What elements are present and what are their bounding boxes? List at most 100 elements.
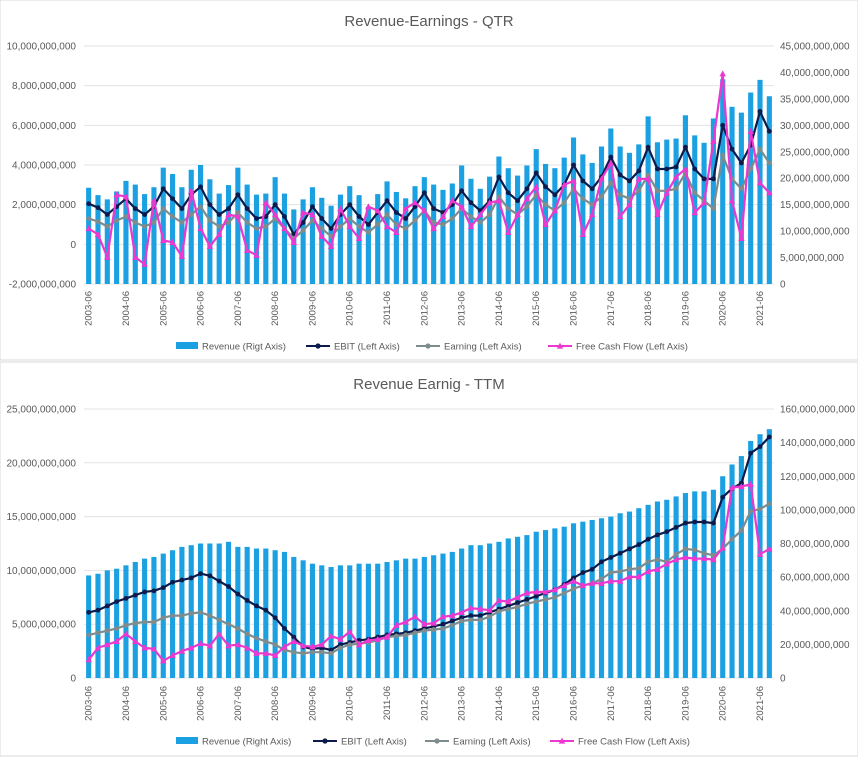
revenue-bar [608,516,614,678]
revenue-bar [617,513,623,678]
revenue-bar [375,563,381,678]
revenue-bar [309,187,316,284]
x-axis-tick-label: 2017-06 [606,291,617,326]
earning-point [272,642,278,648]
ebit-point [356,214,362,219]
ebit-point [263,607,269,613]
earning-point [496,194,502,200]
earning-point [188,611,194,616]
revenue-bar [123,180,129,284]
legend-label-ebit: EBIT (Left Axis) [334,342,400,353]
fcf-point [225,211,232,218]
earning-point [683,546,688,552]
fcf-point [132,638,139,645]
ebit-point [347,202,353,208]
fcf-point [337,635,344,642]
fcf-point [113,638,120,645]
earning-point [347,216,353,221]
x-axis-tick-label: 2010-06 [345,686,356,721]
earning-point [487,614,493,620]
fcf-point [318,641,325,648]
earning-point [599,576,604,582]
fcf-point [728,484,736,491]
earning-point [104,224,110,229]
revenue-bar [114,191,120,284]
x-axis-tick-label: 2015-06 [531,291,542,326]
revenue-bar [412,186,418,284]
ebit-point [757,444,763,450]
revenue-bar [701,142,707,284]
x-axis-tick-label: 2013-06 [457,686,468,721]
fcf-point [169,238,176,245]
left-axis-tick-label: 2,000,000,000 [12,200,76,211]
ebit-point [198,571,203,577]
x-axis-tick-label: 2016-06 [569,686,580,721]
fcf-point [691,209,698,216]
x-axis-tick-label: 2020-06 [718,686,729,721]
revenue-bar [403,198,409,284]
ebit-point [645,536,651,542]
fcf-point [309,211,316,218]
earning-point [496,608,502,614]
x-axis-tick-label: 2021-06 [755,291,766,326]
ebit-point [310,204,315,210]
fcf-point [505,598,512,605]
fcf-line [88,72,771,266]
fcf-point [430,619,437,626]
earning-point [543,202,548,208]
fcf-point [327,242,335,249]
fcf-point [411,199,419,206]
earning-point [617,569,623,574]
earning-point [216,224,222,229]
revenue-bar [710,118,716,284]
revenue-bar [561,526,567,678]
ebit-point [683,520,688,526]
x-axis-tick-label: 2017-06 [606,686,617,721]
fcf-point [290,238,297,245]
x-axis-tick-label: 2005-06 [158,291,169,326]
earning-point [440,222,446,227]
revenue-bar [738,112,744,284]
x-axis-tick-label: 2006-06 [196,686,207,721]
ebit-point [254,603,259,609]
x-axis-tick-label: 2009-06 [307,686,318,721]
ebit-point [384,198,390,204]
revenue-bar [95,195,101,284]
right-axis-tick-label: 80,000,000,000 [780,539,850,550]
ebit-point [505,190,511,196]
ebit-point [132,206,138,212]
revenue-bar [524,535,530,678]
x-axis-tick-label: 2019-06 [680,291,691,326]
revenue-bar [235,167,241,284]
earning-point [692,190,698,196]
revenue-bar [459,165,465,284]
revenue-bar [487,176,493,284]
fcf-point [402,618,409,625]
x-axis-tick-label: 2014-06 [494,291,505,326]
left-axis-tick-label: 10,000,000,000 [6,42,76,53]
left-axis-tick-label: 8,000,000,000 [12,81,76,92]
ebit-point [533,170,539,176]
fcf-point [271,211,279,218]
revenue-bar [505,168,511,284]
ebit-point [142,589,148,595]
earning-point [552,594,558,600]
revenue-bar [235,546,241,678]
revenue-bar [347,565,353,678]
fcf-point [262,199,270,206]
ebit-point [701,519,707,525]
left-axis-tick-label: 25,000,000,000 [6,405,76,416]
earning-point [701,550,707,556]
x-axis-tick-label: 2003-06 [84,291,95,326]
fcf-point [439,613,447,620]
revenue-bar [151,187,157,284]
ebit-point [729,146,735,152]
earning-point [319,649,325,655]
ebit-point [599,559,604,565]
left-axis-tick-label: 15,000,000,000 [6,512,76,523]
revenue-bar [365,206,371,284]
left-axis-tick-label: 20,000,000,000 [6,458,76,469]
fcf-point [477,211,484,218]
revenue-bar [104,570,110,678]
ebit-point [468,613,474,618]
